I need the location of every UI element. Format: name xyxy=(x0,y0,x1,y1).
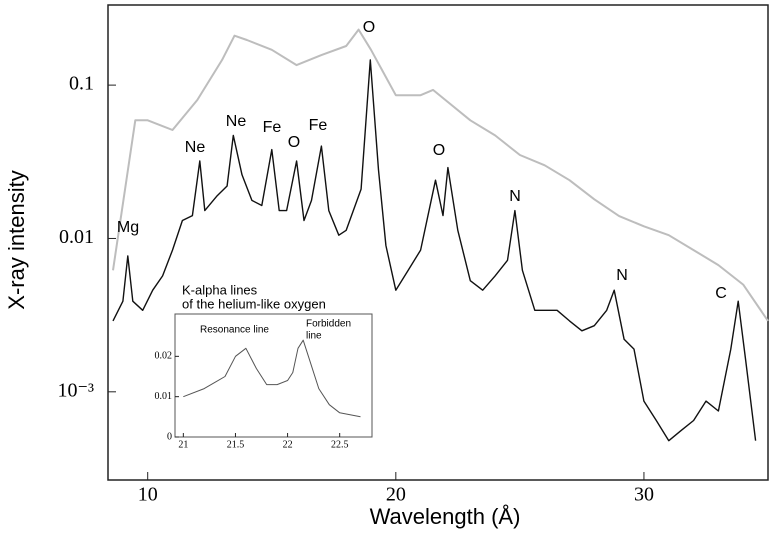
data-line xyxy=(112,28,769,322)
annotation: Ne xyxy=(185,139,206,156)
annotation: N xyxy=(509,188,521,205)
x-tick-label: 22.5 xyxy=(331,439,349,450)
annotation: N xyxy=(616,267,628,284)
annotation: Resonance line xyxy=(200,325,269,336)
y-tick-label: 0.02 xyxy=(155,351,173,362)
y-axis-label: X-ray intensity xyxy=(4,170,29,309)
y-tick-label: 10⁻³ xyxy=(57,379,94,401)
annotation: O xyxy=(433,142,445,159)
x-tick-label: 30 xyxy=(634,484,654,506)
x-tick-label: 21 xyxy=(178,439,188,450)
annotation: Forbidden xyxy=(306,319,351,330)
annotation: O xyxy=(288,134,300,151)
annotation: Fe xyxy=(309,117,328,134)
y-tick-label: 0.01 xyxy=(59,226,94,248)
x-tick-label: 20 xyxy=(386,484,406,506)
y-tick-label: 0.1 xyxy=(69,73,94,95)
y-tick-label: 0.01 xyxy=(155,391,173,402)
y-tick-label: 0 xyxy=(167,431,172,442)
inset-frame xyxy=(174,313,373,438)
x-tick-label: 21.5 xyxy=(227,439,245,450)
annotation: O xyxy=(363,19,375,36)
annotation: K-alpha lines xyxy=(182,282,258,297)
x-tick-label: 10 xyxy=(138,484,158,506)
annotation: of the helium-like oxygen xyxy=(182,296,326,311)
annotation: Fe xyxy=(263,119,282,136)
data-line xyxy=(183,339,361,418)
annotation: C xyxy=(715,285,727,302)
x-axis-label: Wavelength (Å) xyxy=(370,504,521,529)
annotation: Mg xyxy=(117,219,139,236)
x-tick-label: 22 xyxy=(283,439,293,450)
annotation: Ne xyxy=(226,113,247,130)
annotation: line xyxy=(306,331,322,342)
data-line xyxy=(112,59,757,442)
